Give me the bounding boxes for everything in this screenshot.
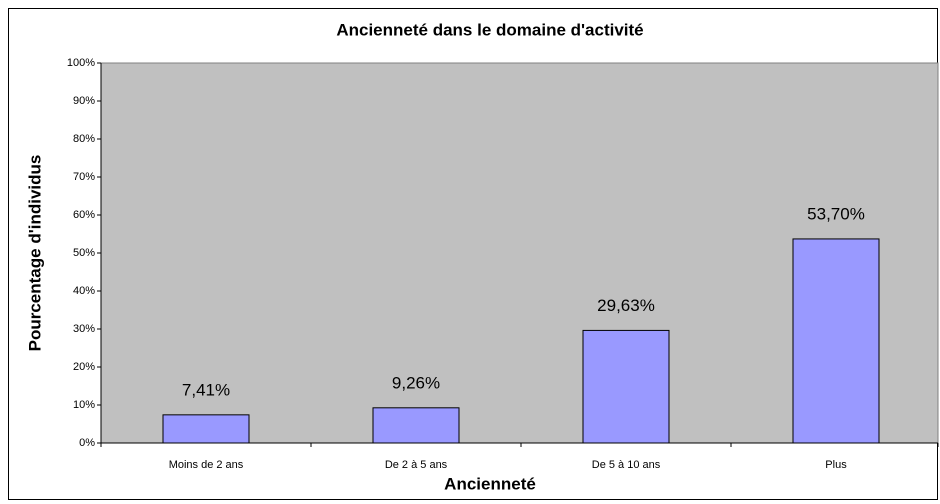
y-axis-label: Pourcentage d'individus [25, 155, 44, 352]
value-label: 53,70% [807, 204, 865, 223]
x-axis-label: Ancienneté [444, 474, 536, 493]
x-tick-label: Moins de 2 ans [169, 459, 244, 471]
x-tick-label: De 2 à 5 ans [385, 459, 448, 471]
y-tick-label: 100% [67, 57, 95, 69]
bar [582, 329, 670, 444]
y-tick-label: 10% [73, 399, 95, 411]
value-label: 9,26% [392, 373, 440, 392]
bar [792, 238, 880, 444]
y-tick-label: 80% [73, 133, 95, 145]
y-tick-label: 70% [73, 171, 95, 183]
y-tick-label: 60% [73, 209, 95, 221]
y-tick-label: 90% [73, 95, 95, 107]
x-tick-label: De 5 à 10 ans [592, 459, 661, 471]
y-tick-label: 50% [73, 247, 95, 259]
y-tick-label: 20% [73, 361, 95, 373]
chart-title: Ancienneté dans le domaine d'activité [336, 20, 643, 39]
y-tick-label: 30% [73, 323, 95, 335]
bar [372, 407, 460, 444]
y-tick-label: 40% [73, 285, 95, 297]
value-label: 7,41% [182, 380, 230, 399]
y-tick-label: 0% [79, 437, 95, 449]
x-tick-label: Plus [825, 459, 847, 471]
bar [162, 414, 250, 444]
value-label: 29,63% [597, 296, 655, 315]
